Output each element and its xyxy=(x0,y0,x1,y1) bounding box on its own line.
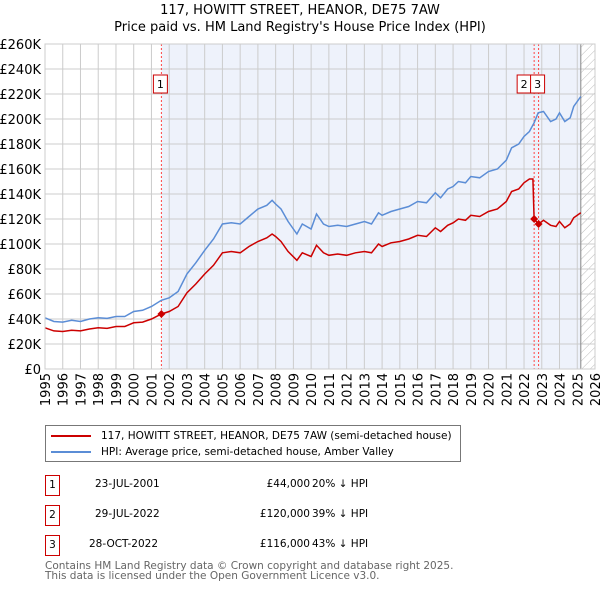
y-tick-label: £60K xyxy=(8,288,42,303)
forecast-hatch xyxy=(580,44,595,369)
x-tick-label: 2018 xyxy=(447,373,462,406)
x-tick-label: 2010 xyxy=(305,373,320,406)
sale-price: £120,000 xyxy=(259,508,310,520)
sale-label-box xyxy=(152,74,168,94)
x-tick-label: 2009 xyxy=(287,373,302,406)
x-tick-label: 2003 xyxy=(181,373,196,406)
x-tick-label: 2000 xyxy=(128,373,143,406)
sale-label: 3 xyxy=(534,78,541,91)
legend-swatch-blue xyxy=(51,451,91,453)
sale-price: £44,000 xyxy=(266,478,310,490)
y-tick-label: £80K xyxy=(8,263,42,278)
x-tick-label: 2008 xyxy=(270,373,285,406)
x-tick-label: 2021 xyxy=(500,373,515,406)
sale-date: 29-JUL-2022 xyxy=(95,508,160,520)
legend-swatch-red xyxy=(51,435,91,437)
y-tick-label: £220K xyxy=(0,88,41,103)
x-tick-label: 1999 xyxy=(110,373,125,406)
sale-point xyxy=(534,220,543,228)
plot-border xyxy=(44,43,596,370)
sale-hpi-diff: 39% ↓ HPI xyxy=(312,508,369,520)
price-chart: £0 £20K £40K £60K £80K £100K £120K £140K £160K £1… xyxy=(0,38,600,406)
x-tick-label: 2020 xyxy=(483,373,498,406)
x-tick-label: 2014 xyxy=(376,373,391,406)
legend-label: 117, HOWITT STREET, HEANOR, DE75 7AW (se… xyxy=(101,430,452,442)
x-tick-label: 2017 xyxy=(429,373,444,406)
legend-label: HPI: Average price, semi-detached house,… xyxy=(101,446,394,458)
table-row: 2 29-JUL-2022 £120,000 39% ↓ HPI xyxy=(45,505,445,526)
chart-subtitle: Price paid vs. HM Land Registry's House … xyxy=(114,20,486,35)
y-tick-label: £40K xyxy=(8,313,42,328)
sale-price: £116,000 xyxy=(259,538,310,550)
sale-point xyxy=(530,215,539,223)
x-tick-label: 2023 xyxy=(536,373,551,406)
y-tick-label: £180K xyxy=(0,138,41,153)
y-tick-label: £120K xyxy=(0,213,41,228)
y-tick-label: £140K xyxy=(0,188,41,203)
sale-point xyxy=(157,310,166,318)
sale-number: 3 xyxy=(45,535,60,556)
x-tick-label: 2005 xyxy=(216,373,231,406)
x-tick-label: 2025 xyxy=(571,373,586,406)
x-tick-label: 2015 xyxy=(394,373,409,406)
sale-date: 23-JUL-2001 xyxy=(95,478,160,490)
legend-item-hpi: HPI: Average price, semi-detached house,… xyxy=(51,444,394,460)
sale-label-box xyxy=(530,74,546,94)
legend-item-property: 117, HOWITT STREET, HEANOR, DE75 7AW (se… xyxy=(51,428,452,444)
sale-date: 28-OCT-2022 xyxy=(89,538,158,550)
ownership-shade xyxy=(161,44,581,369)
sale-number: 1 xyxy=(45,475,60,496)
y-tick-label: £20K xyxy=(8,338,42,353)
x-tick-label: 1996 xyxy=(57,373,72,406)
x-tick-label: 2022 xyxy=(518,373,533,406)
chart-title: 117, HOWITT STREET, HEANOR, DE75 7AW xyxy=(160,3,440,18)
x-tick-label: 2013 xyxy=(358,373,373,406)
property-price-line xyxy=(44,178,582,333)
x-tick-label: 2007 xyxy=(252,373,267,406)
sale-hpi-diff: 43% ↓ HPI xyxy=(312,538,369,550)
y-tick-label: £100K xyxy=(0,238,41,253)
footer-line: This data is licensed under the Open Gov… xyxy=(45,570,380,582)
x-tick-label: 1998 xyxy=(92,373,107,406)
x-tick-label: 2016 xyxy=(412,373,427,406)
x-tick-label: 2024 xyxy=(554,373,569,406)
x-tick-label: 2001 xyxy=(145,373,160,406)
sale-label: 2 xyxy=(521,78,528,91)
footer: Contains HM Land Registry data © Crown c… xyxy=(45,560,454,582)
x-tick-label: 2019 xyxy=(465,373,480,406)
legend: 117, HOWITT STREET, HEANOR, DE75 7AW (se… xyxy=(45,425,461,462)
y-tick-label: £160K xyxy=(0,163,41,178)
table-row: 3 28-OCT-2022 £116,000 43% ↓ HPI xyxy=(45,535,445,556)
sale-hpi-diff: 20% ↓ HPI xyxy=(312,478,369,490)
y-tick-label: £200K xyxy=(0,113,41,128)
x-tick-label: 2012 xyxy=(341,373,356,406)
y-tick-label: £0 xyxy=(24,363,41,378)
y-tick-label: £260K xyxy=(0,38,41,53)
hpi-line xyxy=(44,96,582,323)
sale-label: 1 xyxy=(157,78,164,91)
y-tick-label: £240K xyxy=(0,63,41,78)
x-tick-label: 1995 xyxy=(39,373,54,406)
x-tick-label: 2002 xyxy=(163,373,178,406)
table-row: 1 23-JUL-2001 £44,000 20% ↓ HPI xyxy=(45,475,445,496)
footer-line: Contains HM Land Registry data © Crown c… xyxy=(45,560,454,572)
x-tick-label: 2026 xyxy=(589,373,600,406)
x-tick-label: 2006 xyxy=(234,373,249,406)
x-tick-label: 2011 xyxy=(323,373,338,406)
sale-number: 2 xyxy=(45,505,60,526)
x-tick-label: 1997 xyxy=(74,373,89,406)
x-tick-label: 2004 xyxy=(199,373,214,406)
